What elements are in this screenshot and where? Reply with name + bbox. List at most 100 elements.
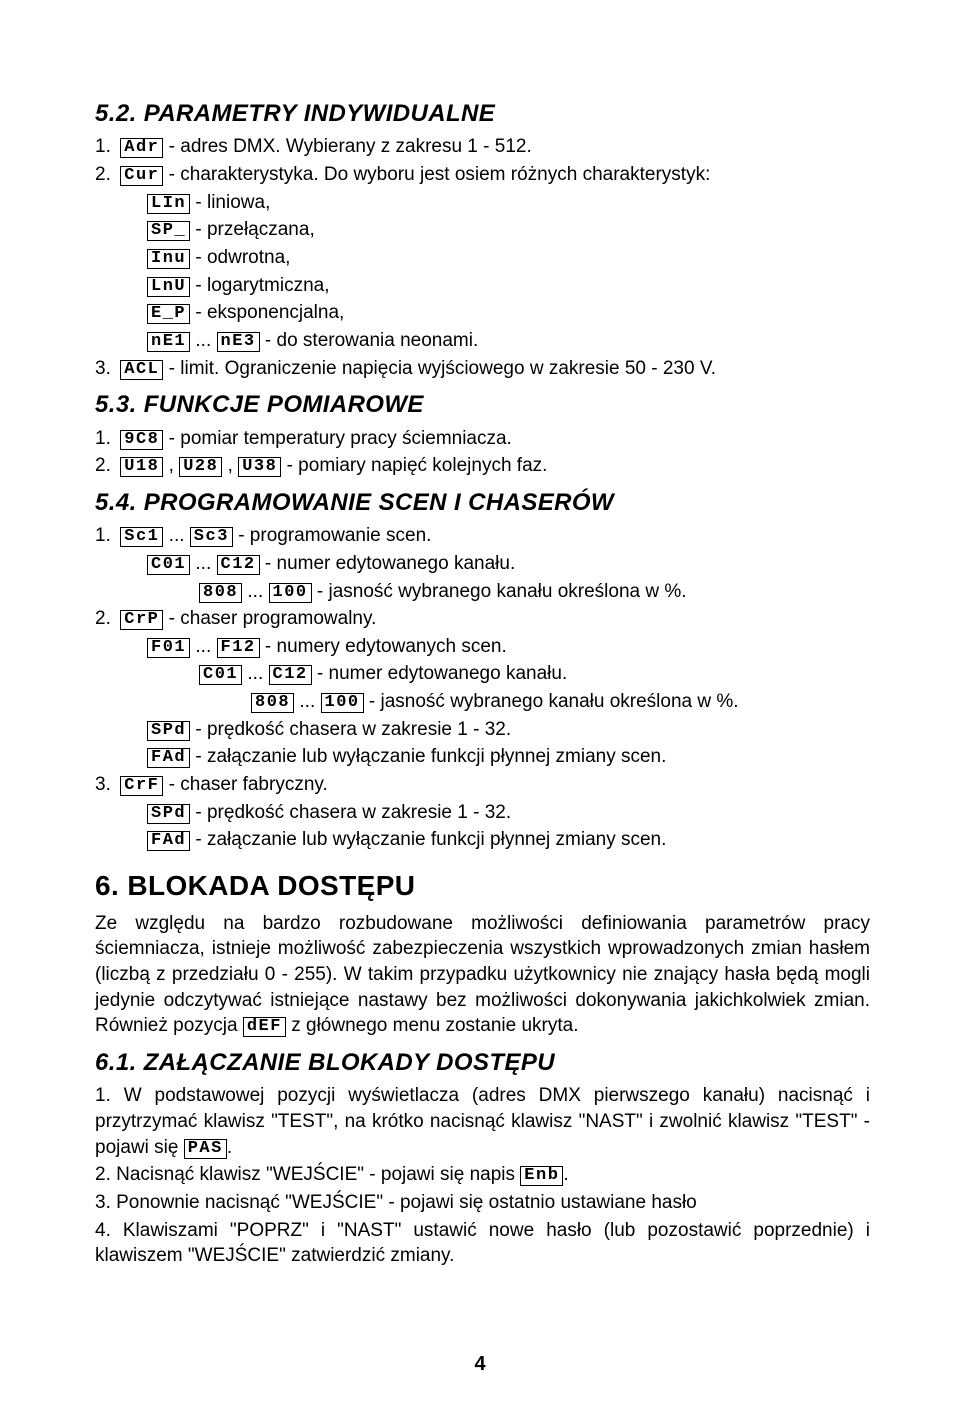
sec54-3-spd: SPd - prędkość chasera w zakresie 1 - 32… <box>95 800 870 826</box>
seg-crf: CrF <box>120 776 163 796</box>
sec54-3-fad: FAd - załączanie lub wyłączanie funkcji … <box>95 827 870 853</box>
sec54-1-brightness: 808 ... 100 - jasność wybranego kanału o… <box>95 579 870 605</box>
seg-cur: Cur <box>120 166 163 186</box>
dots: ... <box>190 553 216 574</box>
text: - załączanie lub wyłączanie funkcji płyn… <box>190 746 666 767</box>
sec53-item1: 1. 9C8 - pomiar temperatury pracy ściemn… <box>95 426 870 452</box>
seg-lin: LIn <box>147 194 190 214</box>
text: z głównego menu zostanie ukryta. <box>286 1015 579 1036</box>
comma: , <box>163 455 179 476</box>
seg-u3: U38 <box>238 457 281 477</box>
char-lnu: LnU - logarytmiczna, <box>95 273 870 299</box>
text: . <box>563 1164 568 1185</box>
seg-adr: Adr <box>120 138 163 158</box>
seg-sp: SP_ <box>147 221 190 241</box>
sec6-para: Ze względu na bardzo rozbudowane możliwo… <box>95 911 870 1039</box>
heading-5-3: 5.3. FUNKCJE POMIAROWE <box>95 389 870 421</box>
text: - charakterystyka. Do wyboru jest osiem … <box>169 164 711 185</box>
seg-inu: Inu <box>147 249 190 269</box>
seg-000: 808 <box>199 583 242 603</box>
text: - prędkość chasera w zakresie 1 - 32. <box>190 719 511 740</box>
sec61-item4: 4. Klawiszami "POPRZ" i "NAST" ustawić n… <box>95 1218 870 1269</box>
text: 2. Nacisnąć klawisz "WEJŚCIE" - pojawi s… <box>95 1164 520 1185</box>
char-sp: SP_ - przełączana, <box>95 217 870 243</box>
list-number: 3. <box>95 772 115 798</box>
text: - limit. Ograniczenie napięcia wyjściowe… <box>169 358 716 379</box>
sec54-2-channel: C01 ... C12 - numer edytowanego kanału. <box>95 661 870 687</box>
list-number: 1. <box>95 426 115 452</box>
seg-c01b: C01 <box>199 665 242 685</box>
dots: ... <box>294 691 320 712</box>
seg-f12: F12 <box>217 638 260 658</box>
sec54-2-brightness: 808 ... 100 - jasność wybranego kanału o… <box>95 689 870 715</box>
text: . <box>227 1137 232 1158</box>
dots: ... <box>242 663 268 684</box>
seg-ep: E_P <box>147 304 190 324</box>
sec61-item2: 2. Nacisnąć klawisz "WEJŚCIE" - pojawi s… <box>95 1162 870 1188</box>
text: - odwrotna, <box>190 247 290 268</box>
char-ep: E_P - eksponencjalna, <box>95 300 870 326</box>
char-lin: LIn - liniowa, <box>95 190 870 216</box>
seg-fad2: FAd <box>147 831 190 851</box>
text: - logarytmiczna, <box>190 275 329 296</box>
text: - jasność wybranego kanału określona w %… <box>364 691 739 712</box>
sec53-item2: 2. U18 , U28 , U38 - pomiary napięć kole… <box>95 453 870 479</box>
text: - przełączana, <box>190 219 315 240</box>
seg-100b: 100 <box>321 693 364 713</box>
list-number: 1. <box>95 134 115 160</box>
dots: ... <box>163 525 189 546</box>
seg-pas: PAS <box>184 1139 227 1159</box>
sec54-item3: 3. CrF - chaser fabryczny. <box>95 772 870 798</box>
seg-f01: F01 <box>147 638 190 658</box>
list-number: 2. <box>95 453 115 479</box>
comma: , <box>222 455 238 476</box>
heading-6: 6. BLOKADA DOSTĘPU <box>95 867 870 905</box>
page-number: 4 <box>0 1351 960 1378</box>
text: - numer edytowanego kanału. <box>260 553 516 574</box>
char-ne: nE1 ... nE3 - do sterowania neonami. <box>95 328 870 354</box>
dots: ... <box>190 636 216 657</box>
text: - do sterowania neonami. <box>260 330 479 351</box>
text: - numer edytowanego kanału. <box>312 663 568 684</box>
seg-spd: SPd <box>147 721 190 741</box>
seg-u2: U28 <box>179 457 222 477</box>
sec52-item3: 3. ACL - limit. Ograniczenie napięcia wy… <box>95 356 870 382</box>
text: - eksponencjalna, <box>190 302 344 323</box>
seg-c12b: C12 <box>269 665 312 685</box>
sec52-item2: 2. Cur - charakterystyka. Do wyboru jest… <box>95 162 870 188</box>
seg-fad: FAd <box>147 748 190 768</box>
char-inu: Inu - odwrotna, <box>95 245 870 271</box>
text: - numery edytowanych scen. <box>260 636 507 657</box>
seg-000b: 808 <box>251 693 294 713</box>
list-number: 2. <box>95 162 115 188</box>
seg-u1: U18 <box>120 457 163 477</box>
heading-5-2: 5.2. PARAMETRY INDYWIDUALNE <box>95 98 870 130</box>
heading-6-1: 6.1. ZAŁĄCZANIE BLOKADY DOSTĘPU <box>95 1047 870 1079</box>
text: - programowanie scen. <box>238 525 431 546</box>
text: - liniowa, <box>190 192 270 213</box>
seg-crp: CrP <box>120 610 163 630</box>
dots: ... <box>242 581 268 602</box>
list-number: 3. <box>95 356 115 382</box>
sec61-item1: 1. W podstawowej pozycji wyświetlacza (a… <box>95 1083 870 1160</box>
seg-ne1: nE1 <box>147 332 190 352</box>
heading-5-4: 5.4. PROGRAMOWANIE SCEN I CHASERÓW <box>95 487 870 519</box>
text: - jasność wybranego kanału określona w %… <box>312 581 687 602</box>
list-number: 1. <box>95 523 115 549</box>
seg-sc1: Sc1 <box>120 527 163 547</box>
seg-acl: ACL <box>120 360 163 380</box>
text: - pomiar temperatury pracy ściemniacza. <box>169 428 512 449</box>
seg-def: dEF <box>243 1017 286 1037</box>
seg-ne3: nE3 <box>217 332 260 352</box>
seg-temp: 9C8 <box>120 430 163 450</box>
sec52-item1: 1. Adr - adres DMX. Wybierany z zakresu … <box>95 134 870 160</box>
sec54-item1: 1. Sc1 ... Sc3 - programowanie scen. <box>95 523 870 549</box>
sec54-item2: 2. CrP - chaser programowalny. <box>95 606 870 632</box>
sec54-1-channel: C01 ... C12 - numer edytowanego kanału. <box>95 551 870 577</box>
seg-c01: C01 <box>147 555 190 575</box>
seg-c12: C12 <box>217 555 260 575</box>
text: - załączanie lub wyłączanie funkcji płyn… <box>190 829 666 850</box>
text: - chaser programowalny. <box>169 608 377 629</box>
dots: ... <box>190 330 216 351</box>
text: - pomiary napięć kolejnych faz. <box>287 455 548 476</box>
